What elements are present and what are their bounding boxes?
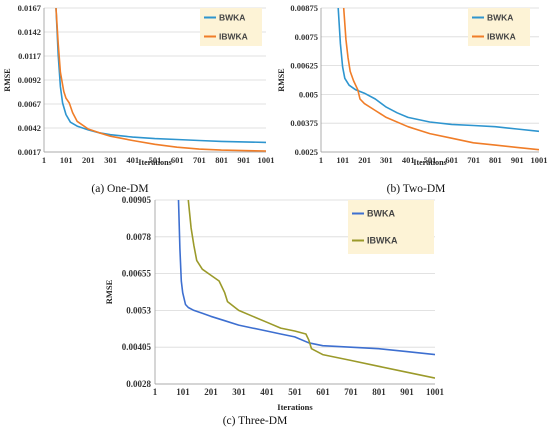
- y-tick-label: 0.00655: [122, 269, 152, 279]
- x-tick-label: 701: [467, 155, 480, 165]
- x-tick-label: 101: [336, 155, 349, 165]
- x-axis-label: Iterations: [413, 158, 446, 167]
- x-tick-label: 801: [215, 155, 228, 165]
- x-tick-label: 1: [153, 387, 158, 397]
- chart-1: 0.0167 0.0142 0.0117 0.0092 0.0067 0.0042 0.00…: [3, 3, 275, 195]
- legend-box: [468, 8, 530, 46]
- x-tick-label: 401: [126, 155, 139, 165]
- y-tick-label: 0.0142: [18, 27, 41, 37]
- chart-3: 0.009050.00780.006550.00530.004050.00281…: [104, 195, 445, 427]
- panel-caption: (a) One-DM: [91, 183, 148, 195]
- x-tick-label: 601: [316, 387, 330, 397]
- x-tick-label: 501: [288, 387, 302, 397]
- x-tick-label: 1: [319, 155, 323, 165]
- y-tick-label: 0.0025: [295, 147, 318, 157]
- legend-label: BWKA: [367, 209, 395, 219]
- x-tick-label: 1: [42, 155, 46, 165]
- y-tick-label: 0.00375: [290, 118, 318, 128]
- x-tick-label: 901: [400, 387, 414, 397]
- y-tick-label: 0.0078: [126, 232, 151, 242]
- legend-label: IBWKA: [219, 32, 248, 42]
- x-tick-label: 101: [176, 387, 190, 397]
- x-tick-label: 1001: [531, 155, 548, 165]
- x-tick-label: 1001: [258, 155, 275, 165]
- legend-label: BWKA: [487, 13, 513, 23]
- y-tick-label: 0.0067: [18, 99, 42, 109]
- y-tick-label: 0.00625: [290, 61, 318, 71]
- legend-label: BWKA: [219, 13, 245, 23]
- y-axis-label: RMSE: [277, 68, 286, 91]
- x-tick-label: 501: [149, 155, 162, 165]
- panel-caption: (b) Two-DM: [387, 183, 446, 195]
- x-tick-label: 101: [60, 155, 73, 165]
- x-tick-label: 801: [489, 155, 502, 165]
- series-line-ibwka: [187, 200, 435, 379]
- legend-box: [200, 8, 262, 46]
- legend-label: IBWKA: [367, 236, 398, 246]
- y-tick-label: 0.00905: [122, 195, 152, 205]
- x-tick-label: 901: [511, 155, 524, 165]
- y-tick-label: 0.00875: [290, 3, 318, 13]
- y-axis-label: RMSE: [3, 68, 12, 91]
- x-tick-label: 501: [424, 155, 437, 165]
- y-tick-label: 0.00405: [122, 342, 152, 352]
- x-tick-label: 601: [171, 155, 184, 165]
- x-tick-label: 701: [344, 387, 358, 397]
- y-tick-label: 0.0053: [126, 305, 151, 315]
- panel-caption: (c) Three-DM: [223, 415, 288, 427]
- y-tick-label: 0.0042: [18, 123, 41, 133]
- x-tick-label: 201: [358, 155, 371, 165]
- x-axis-label: Iterations: [138, 158, 171, 167]
- x-tick-label: 301: [104, 155, 117, 165]
- series-line-bwka: [337, 8, 539, 133]
- series-line-ibwka: [342, 8, 539, 151]
- x-tick-label: 401: [402, 155, 415, 165]
- y-tick-label: 0.005: [299, 89, 318, 99]
- y-tick-label: 0.0117: [18, 51, 42, 61]
- legend-label: IBWKA: [487, 32, 516, 42]
- x-axis-label: Iterations: [277, 402, 313, 412]
- series-line-ibwka: [55, 8, 266, 152]
- y-axis-label: RMSE: [104, 279, 114, 304]
- y-tick-label: 0.0075: [295, 32, 318, 42]
- y-tick-label: 0.0028: [126, 379, 151, 389]
- x-tick-label: 801: [372, 387, 386, 397]
- x-tick-label: 301: [380, 155, 393, 165]
- y-tick-label: 0.0092: [18, 75, 41, 85]
- x-tick-label: 601: [445, 155, 458, 165]
- x-tick-label: 201: [82, 155, 95, 165]
- y-tick-label: 0.0017: [18, 147, 42, 157]
- x-tick-label: 1001: [426, 387, 445, 397]
- series-line-bwka: [177, 200, 435, 356]
- x-tick-label: 301: [232, 387, 246, 397]
- y-tick-label: 0.0167: [18, 3, 42, 13]
- x-tick-label: 201: [204, 387, 218, 397]
- x-tick-label: 901: [237, 155, 250, 165]
- x-tick-label: 401: [260, 387, 274, 397]
- legend-box: [348, 200, 434, 254]
- x-tick-label: 701: [193, 155, 206, 165]
